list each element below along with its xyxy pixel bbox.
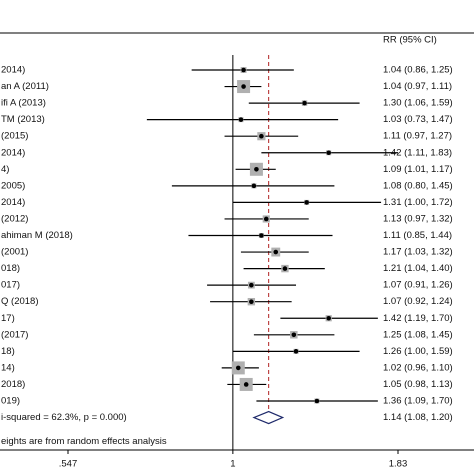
value-label: 1.04 (0.86, 1.25) [383, 65, 453, 76]
study-label: 4) [1, 164, 9, 175]
study-label: 019) [1, 396, 20, 407]
value-label: 1.26 (1.00, 1.59) [383, 346, 453, 357]
value-label: 1.11 (0.85, 1.44) [383, 230, 452, 241]
point-estimate [293, 349, 299, 354]
point-estimate [241, 67, 246, 73]
study-label: 2014) [1, 65, 25, 76]
value-label: 1.36 (1.09, 1.70) [383, 396, 453, 407]
study-label: ahiman M (2018) [1, 230, 73, 241]
value-label: 1.07 (0.92, 1.24) [383, 296, 453, 307]
x-tick-label: 1 [230, 459, 235, 470]
point-estimate [243, 382, 249, 387]
value-label: 1.13 (0.97, 1.32) [383, 213, 453, 224]
value-label: 1.30 (1.06, 1.59) [383, 98, 453, 109]
point-estimate [304, 200, 309, 205]
study-label: 18) [1, 346, 15, 357]
value-label: 1.05 (0.98, 1.13) [383, 379, 453, 390]
study-label: ifi A (2013) [1, 98, 46, 109]
point-estimate [263, 216, 269, 222]
point-estimate [273, 249, 279, 255]
study-label: (2012) [1, 213, 28, 224]
study-label: (2001) [1, 247, 28, 258]
value-label: 1.31 (1.00, 1.72) [383, 197, 453, 208]
x-tick-label: .547 [59, 459, 78, 470]
point-estimate [282, 266, 288, 271]
study-label: (2015) [1, 131, 28, 142]
column-header: RR (95% CI) [383, 35, 437, 46]
point-estimate [238, 117, 244, 122]
study-label: Q (2018) [1, 296, 39, 307]
value-label: 1.25 (1.08, 1.45) [383, 329, 453, 340]
study-label: 2014) [1, 197, 25, 208]
value-label: 1.04 (0.97, 1.11) [383, 81, 452, 92]
point-estimate [314, 398, 320, 404]
point-estimate [254, 167, 259, 172]
value-label: 1.21 (1.04, 1.40) [383, 263, 453, 274]
overall-value-label: 1.14 (1.08, 1.20) [383, 412, 453, 423]
study-label: 018) [1, 263, 20, 274]
study-label: 2014) [1, 147, 25, 158]
point-estimate [326, 315, 331, 321]
point-estimate [259, 233, 264, 238]
study-label: (2017) [1, 329, 28, 340]
point-estimate [249, 282, 254, 288]
study-label: 14) [1, 362, 15, 373]
study-label: 2018) [1, 379, 25, 390]
value-label: 1.17 (1.03, 1.32) [383, 247, 453, 258]
value-label: 1.42 (1.19, 1.70) [383, 313, 453, 324]
overall-label: i-squared = 62.3%, p = 0.000) [1, 412, 127, 423]
x-tick-label: 1.83 [389, 459, 408, 470]
study-label: TM (2013) [1, 114, 45, 125]
value-label: 1.03 (0.73, 1.47) [383, 114, 453, 125]
point-estimate [291, 332, 297, 338]
study-label: 2005) [1, 180, 25, 191]
point-estimate [259, 133, 264, 139]
value-label: 1.02 (0.96, 1.10) [383, 362, 453, 373]
point-estimate [251, 183, 257, 189]
value-label: 1.07 (0.91, 1.26) [383, 280, 453, 291]
point-estimate [235, 365, 241, 371]
study-label: 17) [1, 313, 15, 324]
point-estimate [249, 299, 254, 305]
study-label: an A (2011) [1, 81, 49, 92]
value-label: 1.11 (0.97, 1.27) [383, 131, 452, 142]
point-estimate [326, 150, 331, 156]
value-label: 1.42 (1.11, 1.83) [383, 147, 452, 158]
value-label: 1.09 (1.01, 1.17) [383, 164, 453, 175]
study-label: 017) [1, 280, 20, 291]
overall-diamond [252, 410, 285, 425]
value-label: 1.08 (0.80, 1.45) [383, 180, 453, 191]
point-estimate [241, 84, 246, 89]
point-estimate [302, 100, 307, 106]
footnote: eights are from random effects analysis [1, 436, 167, 447]
